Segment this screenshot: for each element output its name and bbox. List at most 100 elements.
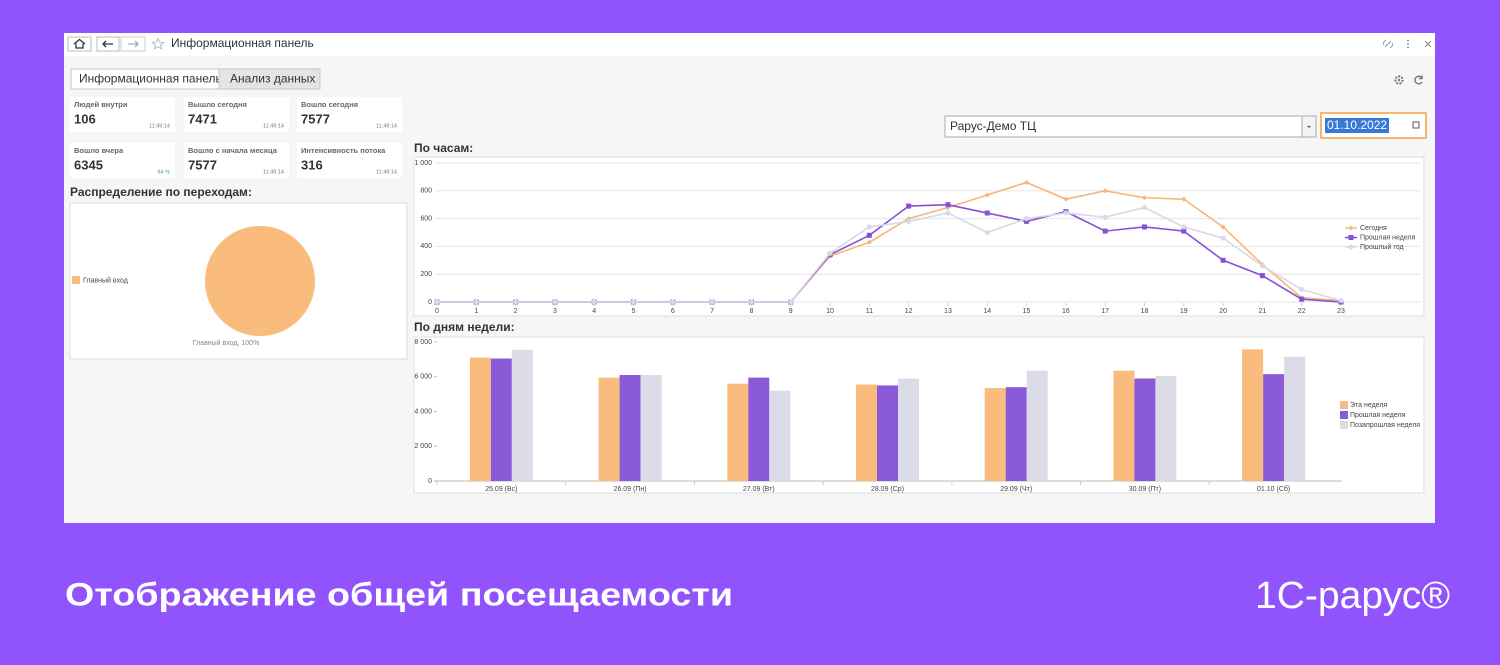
x-tick-label: 12 bbox=[905, 308, 913, 315]
marker bbox=[1102, 188, 1108, 194]
home-icon bbox=[73, 38, 86, 49]
legend-label: Прошлая неделя bbox=[1360, 234, 1416, 241]
section-title: По часам: bbox=[414, 141, 473, 155]
y-tick-label: 6 000 bbox=[414, 374, 432, 381]
marker bbox=[906, 203, 912, 209]
x-tick-label: 5 bbox=[632, 308, 636, 315]
bar bbox=[1242, 349, 1264, 481]
tab-label: Анализ данных bbox=[230, 72, 315, 86]
marker bbox=[866, 224, 872, 230]
bar bbox=[1284, 356, 1306, 481]
marker bbox=[1220, 224, 1226, 230]
legend-label: Прошлый год bbox=[1360, 243, 1404, 251]
bar bbox=[1134, 378, 1156, 481]
marker bbox=[1063, 196, 1069, 202]
marker bbox=[1141, 195, 1147, 201]
x-tick-label: 6 bbox=[671, 308, 675, 315]
marker bbox=[1063, 210, 1069, 216]
bar bbox=[877, 385, 898, 481]
legend-label: Сегодня bbox=[1360, 225, 1387, 232]
kpi-value: 106 bbox=[74, 111, 96, 126]
x-tick-label: 30.09 (Пт) bbox=[1129, 486, 1161, 493]
marker bbox=[945, 202, 951, 208]
marker bbox=[513, 299, 519, 305]
kpi-label: Людей внутри bbox=[74, 100, 128, 109]
bar bbox=[984, 388, 1006, 481]
kpi-label: Интенсивность потока bbox=[301, 146, 386, 155]
x-tick-label: 22 bbox=[1298, 308, 1306, 315]
marker bbox=[984, 210, 990, 216]
close-icon[interactable] bbox=[1424, 40, 1432, 48]
marker bbox=[1181, 224, 1187, 230]
marker bbox=[591, 299, 597, 305]
legend-swatch bbox=[1340, 411, 1348, 419]
line-series bbox=[437, 206, 1342, 303]
x-tick-label: 29.09 (Чт) bbox=[1000, 486, 1032, 493]
tab[interactable] bbox=[218, 68, 321, 90]
kpi-card bbox=[297, 143, 402, 178]
tab-label: Информационная панель bbox=[79, 72, 222, 86]
kpi-value: 7471 bbox=[188, 111, 217, 126]
bar bbox=[640, 375, 662, 481]
bar bbox=[511, 349, 533, 481]
chart-frame bbox=[413, 156, 1425, 317]
window-title: Информационная панель bbox=[171, 36, 314, 50]
marker bbox=[1338, 298, 1344, 304]
marker bbox=[788, 299, 794, 305]
legend-marker bbox=[1348, 244, 1354, 250]
back-icon bbox=[102, 40, 113, 48]
marker bbox=[1102, 214, 1108, 220]
bar bbox=[469, 357, 491, 481]
marker bbox=[1220, 257, 1226, 263]
marker bbox=[709, 299, 715, 305]
kpi-card bbox=[297, 97, 402, 132]
marker bbox=[1102, 228, 1108, 234]
x-tick-label: 27.09 (Вт) bbox=[743, 486, 775, 493]
section-title: По дням недели: bbox=[414, 320, 515, 334]
legend-swatch bbox=[72, 276, 80, 284]
refresh-icon[interactable] bbox=[1414, 75, 1423, 85]
pie-slice bbox=[205, 226, 315, 336]
kpi-value: 6345 bbox=[74, 157, 103, 172]
caption: Отображение общей посещаемости bbox=[65, 576, 733, 612]
marker bbox=[984, 192, 990, 198]
x-tick-label: 26.09 (Пн) bbox=[614, 486, 647, 493]
marker bbox=[670, 299, 676, 305]
kpi-time: 11:49:14 bbox=[263, 123, 284, 129]
x-tick-label: 3 bbox=[553, 308, 557, 315]
legend-swatch bbox=[1340, 421, 1348, 429]
y-tick-label: 4 000 bbox=[414, 408, 432, 415]
calendar-icon[interactable] bbox=[1412, 121, 1420, 129]
marker bbox=[1141, 204, 1147, 210]
marker bbox=[1181, 228, 1187, 234]
y-tick-label: 600 bbox=[420, 215, 432, 222]
marker bbox=[866, 232, 872, 238]
bar bbox=[1005, 387, 1027, 481]
y-tick-label: 2 000 bbox=[414, 443, 432, 450]
forward-icon bbox=[128, 40, 139, 48]
bar bbox=[1155, 375, 1177, 481]
x-tick-label: 10 bbox=[826, 308, 834, 315]
kpi-label: Вошло вчера bbox=[74, 146, 124, 155]
kpi-value: 316 bbox=[301, 157, 323, 172]
x-tick-label: 13 bbox=[944, 308, 952, 315]
x-tick-label: 21 bbox=[1258, 308, 1266, 315]
settings-icon[interactable] bbox=[1394, 75, 1404, 85]
date-value: 01.10.2022 bbox=[1327, 118, 1387, 132]
legend-label: Прошлая неделя bbox=[1350, 412, 1406, 419]
kpi-time: 11:49:14 bbox=[263, 169, 284, 175]
marker bbox=[434, 299, 440, 305]
legend-label: Эта неделя bbox=[1350, 402, 1387, 409]
marker bbox=[631, 299, 637, 305]
kpi-value: 7577 bbox=[188, 157, 217, 172]
x-tick-label: 1 bbox=[474, 308, 478, 315]
favorite-star[interactable] bbox=[151, 37, 165, 50]
bar bbox=[619, 375, 641, 481]
link-icon[interactable] bbox=[1382, 39, 1394, 49]
bar bbox=[490, 358, 512, 481]
y-tick-label: 0 bbox=[428, 299, 432, 306]
more-icon[interactable] bbox=[1407, 39, 1409, 49]
home-button[interactable] bbox=[67, 36, 92, 52]
x-tick-label: 9 bbox=[789, 308, 793, 315]
